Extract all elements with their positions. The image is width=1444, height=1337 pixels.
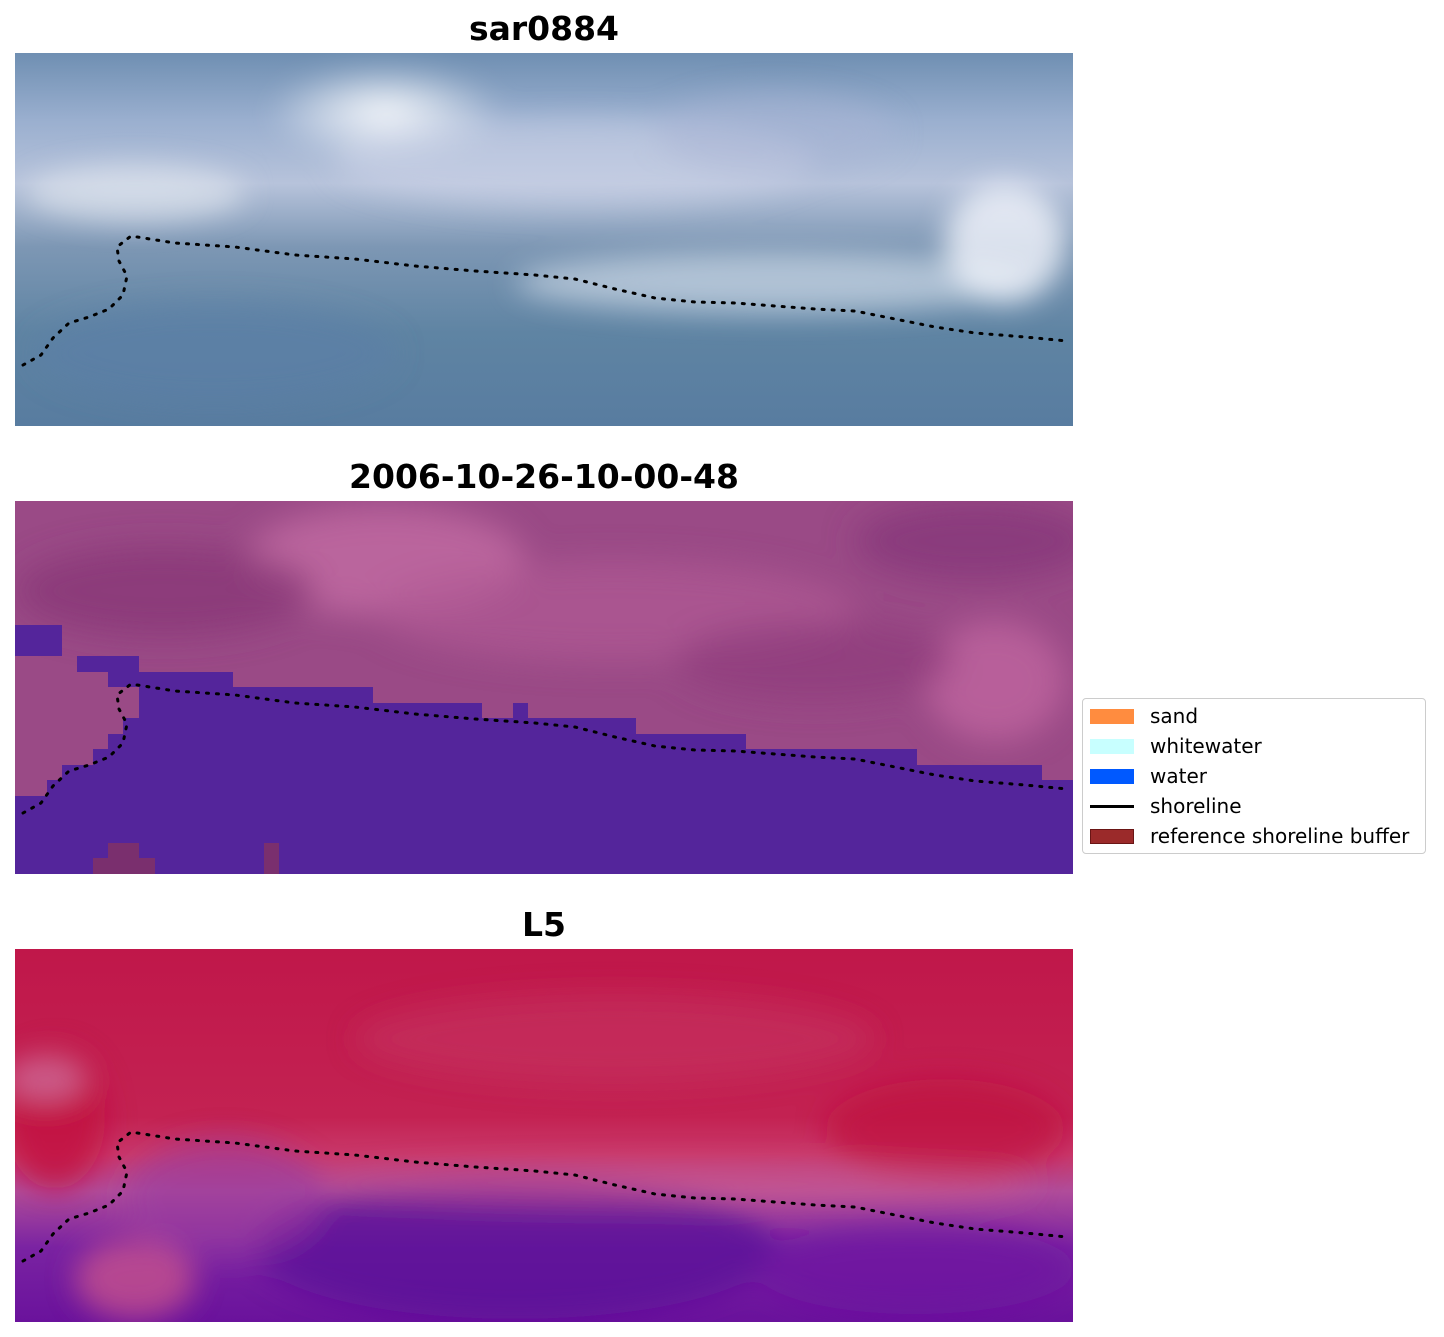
legend-label: water [1150, 764, 1207, 788]
false-color-image-panel [15, 949, 1073, 1322]
panel-title-l5: L5 [522, 905, 566, 944]
legend: sand whitewater water shoreline referenc… [1082, 698, 1426, 854]
legend-label: reference shoreline buffer [1150, 824, 1410, 848]
legend-item-shoreline: shoreline [1090, 794, 1242, 818]
classified-image-panel [15, 501, 1073, 874]
panel-title-rgb: sar0884 [468, 9, 620, 48]
whitewater-swatch [1090, 738, 1134, 754]
water-swatch [1090, 768, 1134, 784]
legend-label: sand [1150, 704, 1199, 728]
legend-item-sand: sand [1090, 704, 1198, 728]
shoreline-dotted-line [21, 1130, 1069, 1263]
panel-title-classified: 2006-10-26-10-00-48 [349, 457, 739, 496]
water-class-region [15, 625, 1073, 874]
reference-buffer-swatch [1090, 828, 1134, 844]
rgb-satellite-image [15, 53, 1073, 426]
shoreline-dotted-line [21, 234, 1069, 367]
classified-image-overlay [15, 501, 1073, 874]
legend-item-reference-buffer: reference shoreline buffer [1090, 824, 1409, 848]
legend-item-whitewater: whitewater [1090, 734, 1262, 758]
shoreline-dotted-line [21, 682, 1069, 815]
shoreline-line-symbol [1090, 804, 1134, 808]
legend-label: whitewater [1150, 734, 1262, 758]
sand-swatch [1090, 708, 1134, 724]
false-color-image [15, 949, 1073, 1322]
legend-label: shoreline [1150, 794, 1242, 818]
buffer-patch-bottom [93, 843, 155, 874]
legend-item-water: water [1090, 764, 1207, 788]
buffer-patch-bottom-small [264, 843, 279, 874]
rgb-image-panel [15, 53, 1073, 426]
